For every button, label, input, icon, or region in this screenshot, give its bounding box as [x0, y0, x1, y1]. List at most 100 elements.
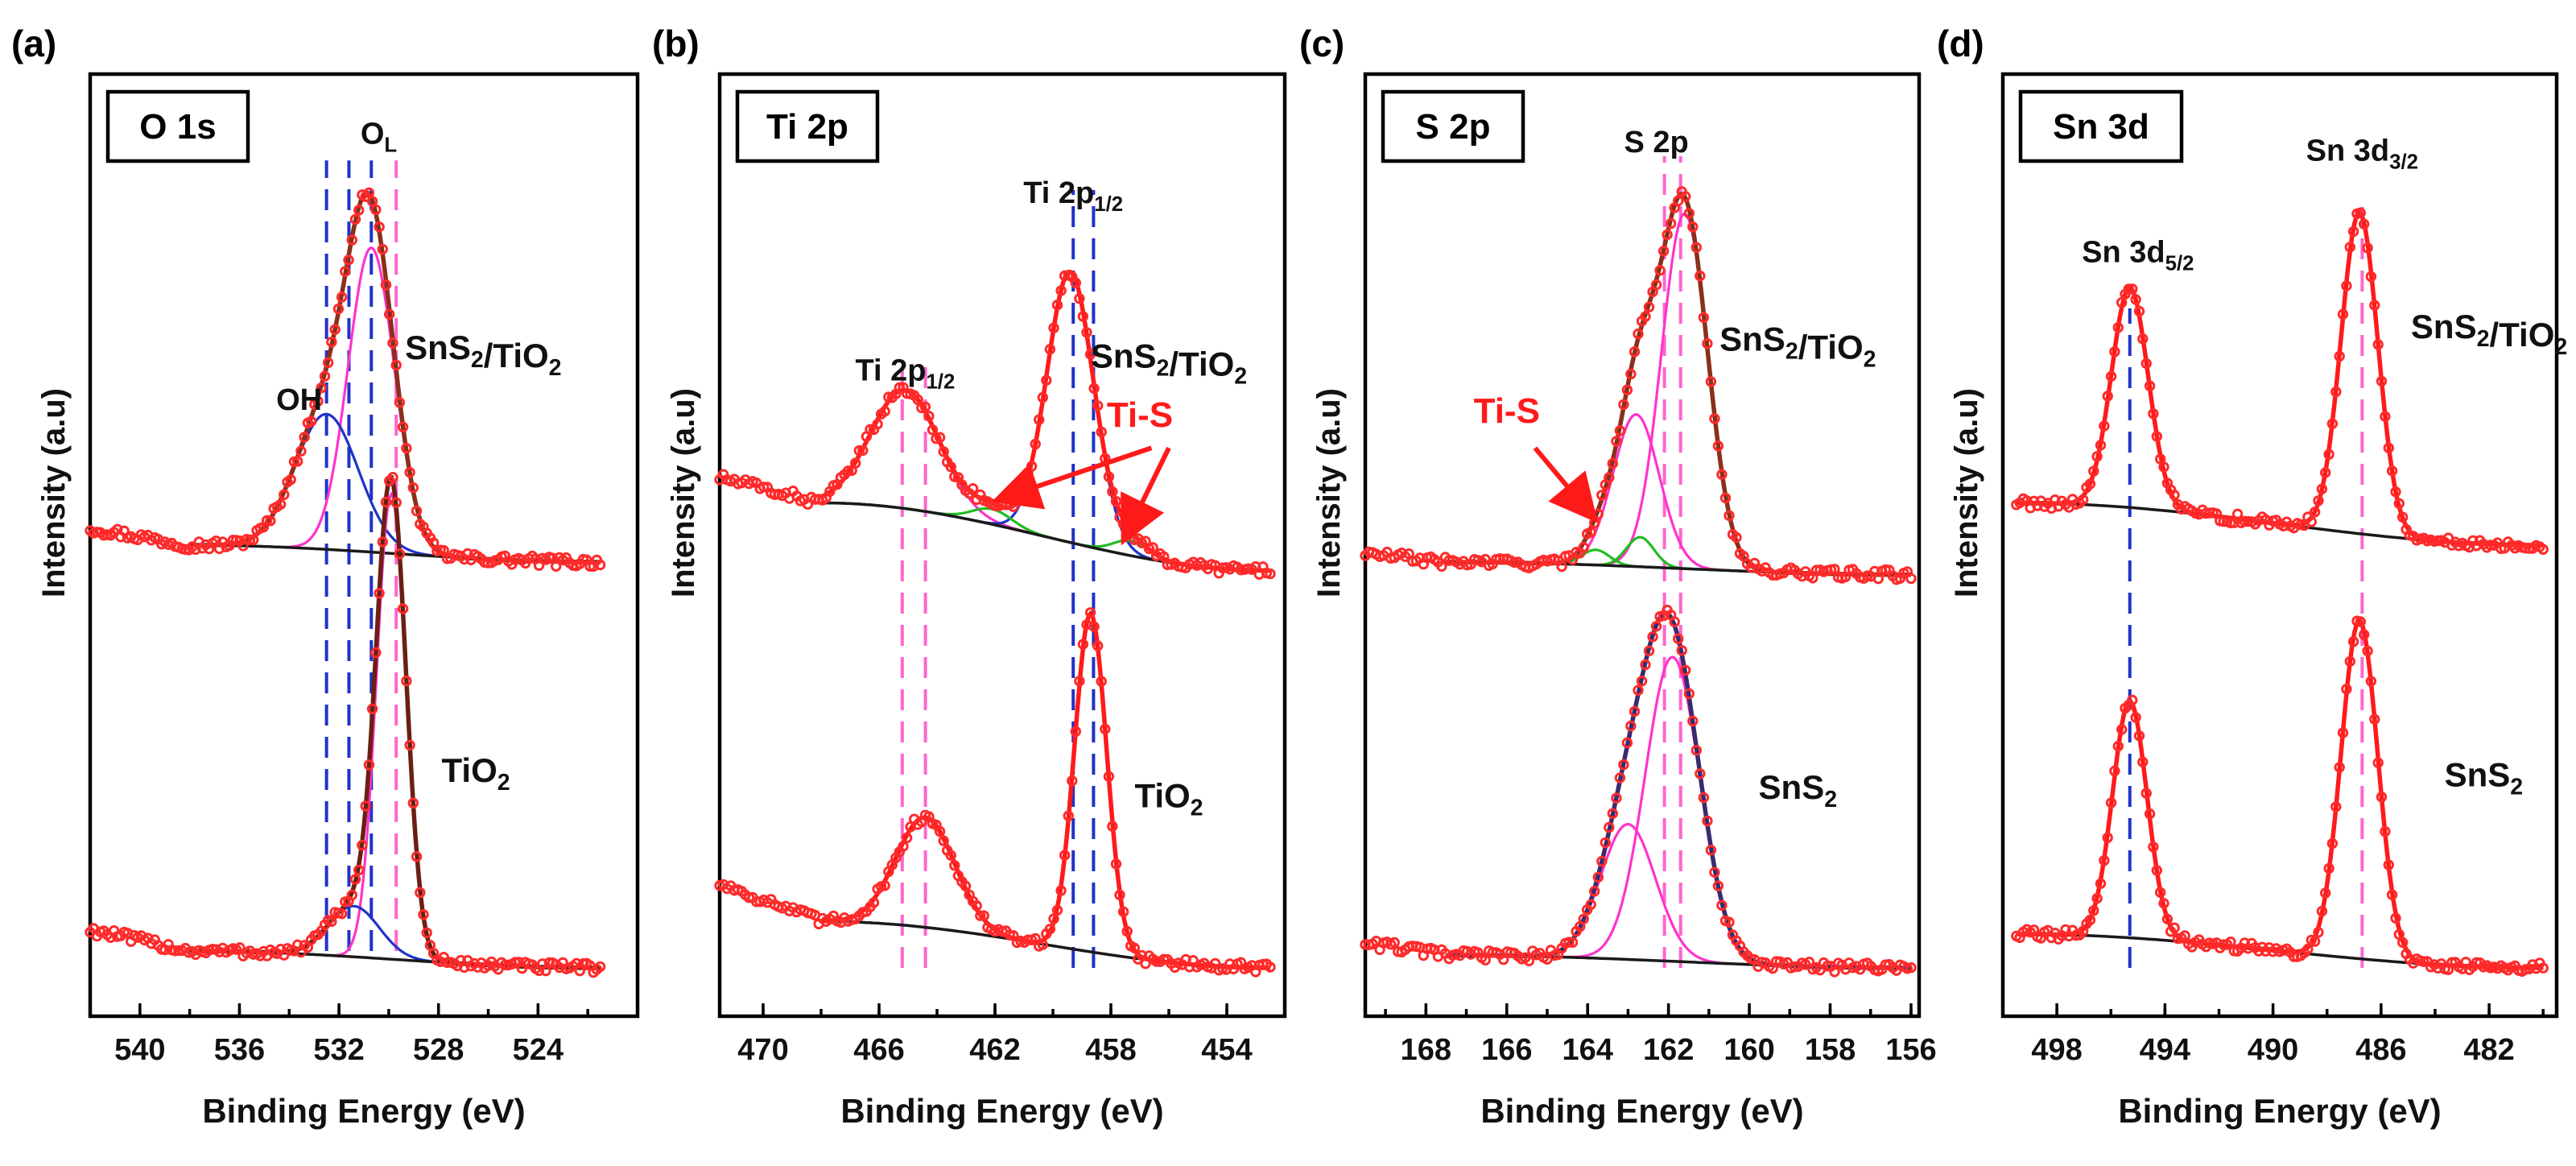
- data-point: [1578, 542, 1589, 553]
- data-point: [404, 739, 415, 751]
- data-point: [2369, 713, 2380, 725]
- x-axis: 168 166 164 162 160 158 156: [1384, 1003, 1937, 1067]
- data-point: [1117, 906, 1129, 917]
- data-point: [1059, 850, 1071, 861]
- data-point: [2537, 544, 2549, 555]
- x-tick-label: 490: [2248, 1033, 2298, 1067]
- component-curve: [1446, 822, 1911, 970]
- spectrum-sns2tio2: [714, 269, 1276, 580]
- data-point: [415, 887, 426, 899]
- data-point: [1614, 772, 1626, 784]
- data-point: [411, 505, 423, 517]
- data-point: [397, 421, 409, 432]
- panel-letter: (c): [1299, 23, 1344, 64]
- x-tick-label: 540: [114, 1033, 165, 1067]
- annotation-label: Ti-S: [1107, 395, 1173, 435]
- data-point: [2320, 467, 2331, 478]
- data-point: [1070, 726, 1082, 738]
- data-point: [1662, 229, 1673, 241]
- data-point: [1600, 837, 1612, 849]
- data-point: [2397, 511, 2409, 523]
- data-point: [2130, 712, 2141, 723]
- sample-label: SnS2/TiO2: [405, 329, 561, 381]
- data-point: [1629, 346, 1641, 358]
- data-point: [2102, 832, 2113, 844]
- data-point: [1585, 527, 1596, 538]
- data-point: [1702, 815, 1713, 827]
- data-point: [2231, 508, 2244, 519]
- data-point: [1657, 246, 1670, 257]
- data-point: [1048, 913, 1059, 924]
- spectrum-sns2tio2: [1360, 186, 1917, 585]
- data-point: [1654, 265, 1666, 276]
- data-point: [323, 357, 334, 369]
- data-point: [1633, 328, 1644, 340]
- data-point: [898, 841, 909, 852]
- data-point: [2386, 465, 2398, 477]
- data-point: [1687, 221, 1699, 233]
- data-point: [340, 266, 351, 277]
- data-point: [332, 303, 345, 315]
- data-point: [1063, 810, 1074, 821]
- data-point: [1592, 871, 1604, 883]
- data-point: [346, 889, 357, 901]
- data-point: [349, 874, 361, 885]
- data-point: [2130, 294, 2141, 305]
- data-point: [1731, 531, 1742, 544]
- x-axis: 470 466 462 458 454: [737, 1003, 1286, 1067]
- data-point: [934, 825, 946, 837]
- data-point: [1680, 191, 1691, 202]
- data-point: [1698, 792, 1710, 804]
- panel-a: (a) O 1s SnS2/TiO2 TiO2 OH OL 540 536 532 528 524 B…: [11, 23, 640, 1130]
- data-point: [421, 927, 432, 939]
- x-tick-label: 494: [2140, 1033, 2190, 1067]
- data-point: [1088, 621, 1100, 632]
- data-point: [1625, 368, 1637, 380]
- data-point: [2225, 937, 2236, 948]
- component-curve: [2016, 700, 2544, 970]
- x-tick-label: 498: [2031, 1033, 2082, 1067]
- data-point: [594, 559, 606, 571]
- data-point: [2123, 283, 2135, 295]
- data-point: [1084, 607, 1096, 618]
- data-point: [285, 473, 296, 486]
- data-point: [336, 908, 348, 920]
- data-point: [923, 411, 935, 422]
- data-point: [2084, 478, 2096, 490]
- data-point: [397, 603, 409, 614]
- data-point: [2323, 449, 2334, 460]
- data-point: [2088, 905, 2099, 916]
- data-point: [2362, 645, 2373, 657]
- data-point: [2341, 280, 2352, 292]
- data-point: [1673, 633, 1684, 644]
- data-point: [2112, 322, 2124, 333]
- data-point: [2116, 724, 2128, 735]
- data-point: [407, 482, 419, 494]
- data-point: [1618, 759, 1629, 771]
- sample-label: TiO2: [1134, 777, 1203, 821]
- data-point: [2359, 629, 2370, 640]
- x-tick-label: 470: [737, 1033, 788, 1067]
- data-point: [1096, 676, 1107, 687]
- data-point: [2344, 242, 2356, 253]
- data-point: [2144, 808, 2156, 820]
- data-point: [349, 213, 361, 225]
- data-point: [2316, 483, 2328, 494]
- component-curve: [1446, 413, 1912, 577]
- data-point: [1611, 792, 1622, 804]
- x-tick-label: 160: [1724, 1033, 1774, 1067]
- data-point: [1055, 885, 1067, 896]
- data-point: [1621, 737, 1633, 749]
- data-point: [2102, 391, 2113, 402]
- data-point: [2326, 418, 2339, 429]
- y-axis-label: Intensity (a.u): [1949, 388, 1984, 597]
- data-point: [1702, 338, 1713, 349]
- data-point: [401, 442, 412, 454]
- data-point: [1265, 568, 1276, 580]
- data-points: [714, 270, 1276, 580]
- element-label: Sn 3d: [2053, 107, 2149, 147]
- data-point: [1578, 913, 1589, 925]
- data-point: [374, 588, 385, 599]
- x-tick-label: 458: [1085, 1033, 1136, 1067]
- plot-frame: [1363, 72, 1922, 1019]
